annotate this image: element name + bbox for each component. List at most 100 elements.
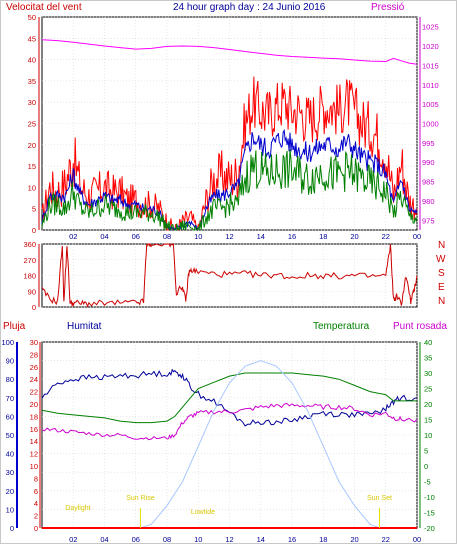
wind-average-line	[41, 128, 418, 232]
temperature-y-tick: 20	[424, 400, 432, 409]
rain-y-tick: 0	[34, 524, 38, 533]
wind-x-tick: 14	[257, 232, 265, 241]
humidity-x-tick: 08	[163, 535, 171, 544]
humidity-x-tick: 14	[257, 535, 265, 544]
daylight-label: Daylight	[65, 505, 90, 512]
wind-x-tick: 08	[163, 232, 171, 241]
compass-w: W	[436, 254, 446, 265]
humidity-x-tick: 06	[132, 535, 140, 544]
temperature-y-tick: -20	[424, 524, 435, 533]
rain-y-tick: 10	[30, 462, 38, 471]
rain-y-tick: 8	[34, 474, 38, 483]
temperature-y-tick: 40	[424, 338, 432, 347]
humidity-x-tick: 18	[319, 535, 327, 544]
temperature-y-tick: 25	[424, 385, 432, 394]
rain-y-tick: 2	[34, 512, 38, 521]
wind-x-tick: 12	[225, 232, 233, 241]
wind-x-tick: 02	[69, 232, 77, 241]
pressure-y-tick: 1020	[422, 42, 439, 51]
dewpoint-line	[41, 402, 418, 441]
wind-x-tick: 04	[100, 232, 108, 241]
rain-y-tick: 20	[30, 400, 38, 409]
humidity-x-tick: 12	[225, 535, 233, 544]
pressure-y-tick: 1015	[422, 61, 439, 70]
rain-y-tick: 22	[30, 388, 38, 397]
wind-x-tick: 00	[413, 232, 421, 241]
pressure-y-tick: 990	[422, 158, 435, 167]
wind-x-tick: 10	[194, 232, 202, 241]
wind-gust-line	[41, 76, 418, 232]
rain-y-tick: 28	[30, 350, 38, 359]
direction-y-tick: 90	[28, 287, 36, 296]
humidity-title: Humitat	[67, 321, 102, 332]
pressure-y-tick: 1005	[422, 100, 439, 109]
temperature-y-tick: 15	[424, 416, 432, 425]
wind-y-tick: 10	[28, 183, 36, 192]
humidity-y-tick: 0	[10, 524, 14, 533]
temperature-y-tick: 0	[424, 462, 428, 471]
wind-x-tick: 20	[350, 232, 358, 241]
humidity-x-tick: 02	[69, 535, 77, 544]
pressure-y-tick: 985	[422, 178, 435, 187]
temperature-y-tick: -15	[424, 509, 435, 518]
rain-y-tick: 24	[30, 375, 38, 384]
compass-n-bottom: N	[438, 296, 446, 307]
direction-y-tick: 0	[32, 303, 36, 312]
pressure-y-tick: 975	[422, 216, 435, 225]
temperature-line	[41, 372, 417, 424]
pressure-y-tick: 1010	[422, 81, 439, 90]
rain-y-tick: 14	[30, 437, 38, 446]
wind-x-tick: 18	[319, 232, 327, 241]
rain-y-tick: 6	[34, 487, 38, 496]
humidity-line	[41, 368, 418, 427]
solar-curve	[140, 360, 380, 529]
direction-y-tick: 360	[23, 240, 36, 249]
humidity-y-tick: 20	[6, 487, 14, 496]
temperature-title: Temperatura	[313, 321, 370, 332]
humidity-x-tick: 20	[350, 535, 358, 544]
rain-y-tick: 18	[30, 412, 38, 421]
humidity-y-tick: 30	[6, 468, 14, 477]
humidity-y-tick: 80	[6, 375, 14, 384]
sunrise-label: Sun Rise	[126, 495, 155, 502]
wind-y-tick: 25	[28, 120, 36, 129]
humidity-x-tick: 00	[413, 535, 421, 544]
wind-y-tick: 45	[28, 34, 36, 43]
pressure-line	[41, 39, 418, 65]
humidity-x-tick: 10	[194, 535, 202, 544]
wind-y-tick: 30	[28, 98, 36, 107]
pressure-y-tick: 995	[422, 139, 435, 148]
temperature-y-tick: 10	[424, 431, 432, 440]
graph-title: 24 hour graph day : 24 Junio 2016	[173, 2, 326, 13]
humidity-y-tick: 10	[6, 505, 14, 514]
wind-y-tick: 35	[28, 77, 36, 86]
rain-y-tick: 4	[34, 499, 38, 508]
humidity-y-tick: 100	[1, 338, 14, 347]
lowtide-label: Lowtide	[191, 509, 215, 516]
wind-y-tick: 5	[32, 205, 36, 214]
compass-s: S	[438, 268, 445, 279]
humidity-y-tick: 40	[6, 450, 14, 459]
humidity-y-tick: 90	[6, 357, 14, 366]
wind-y-tick: 15	[28, 162, 36, 171]
direction-y-tick: 270	[23, 256, 36, 265]
wind-x-tick: 16	[288, 232, 296, 241]
compass-e: E	[438, 282, 445, 293]
humidity-x-tick: 04	[100, 535, 108, 544]
humidity-x-tick: 16	[288, 535, 296, 544]
humidity-y-tick: 60	[6, 412, 14, 421]
temperature-y-tick: -10	[424, 493, 435, 502]
humidity-x-tick: 22	[382, 535, 390, 544]
rain-y-tick: 26	[30, 363, 38, 372]
rain-y-tick: 30	[30, 338, 38, 347]
compass-n-top: N	[438, 240, 446, 251]
temperature-y-tick: 30	[424, 369, 432, 378]
wind-y-tick: 20	[28, 141, 36, 150]
direction-line	[41, 243, 418, 308]
wind-speed-line	[41, 149, 418, 232]
pressure-y-tick: 980	[422, 197, 435, 206]
wind-x-tick: 22	[382, 232, 390, 241]
sunset-label: Sun Set	[367, 495, 392, 502]
